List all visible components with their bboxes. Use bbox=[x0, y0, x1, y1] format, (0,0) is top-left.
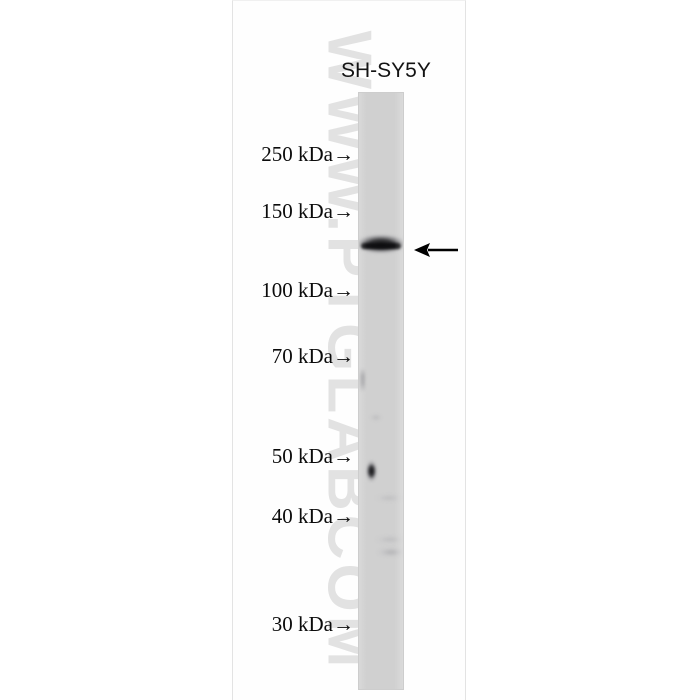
marker-label-50kda: 50 kDa→ bbox=[271, 444, 354, 468]
lane-title-sh-sy5y: SH-SY5Y bbox=[341, 59, 431, 82]
band-faint-38kda bbox=[375, 534, 403, 545]
marker-label-150kda: 150 kDa→ bbox=[261, 199, 354, 223]
sample-lane-sh-sy5y bbox=[359, 93, 403, 689]
marker-label-70kda: 70 kDa→ bbox=[271, 344, 354, 368]
marker-label-100kda: 100 kDa→ bbox=[261, 278, 354, 302]
band-streak-70kda bbox=[360, 368, 365, 392]
band-faint-60kda bbox=[369, 413, 383, 422]
band-faint-45kda bbox=[375, 493, 403, 503]
band-indicator-arrow bbox=[414, 243, 458, 257]
band-target-120kda bbox=[359, 233, 403, 255]
band-faint-35kda bbox=[377, 546, 403, 558]
marker-label-40kda: 40 kDa→ bbox=[271, 504, 354, 528]
marker-label-250kda: 250 kDa→ bbox=[261, 142, 354, 166]
band-blob-52kda bbox=[365, 456, 378, 482]
marker-label-30kda: 30 kDa→ bbox=[271, 612, 354, 636]
band-target-core bbox=[361, 243, 401, 249]
